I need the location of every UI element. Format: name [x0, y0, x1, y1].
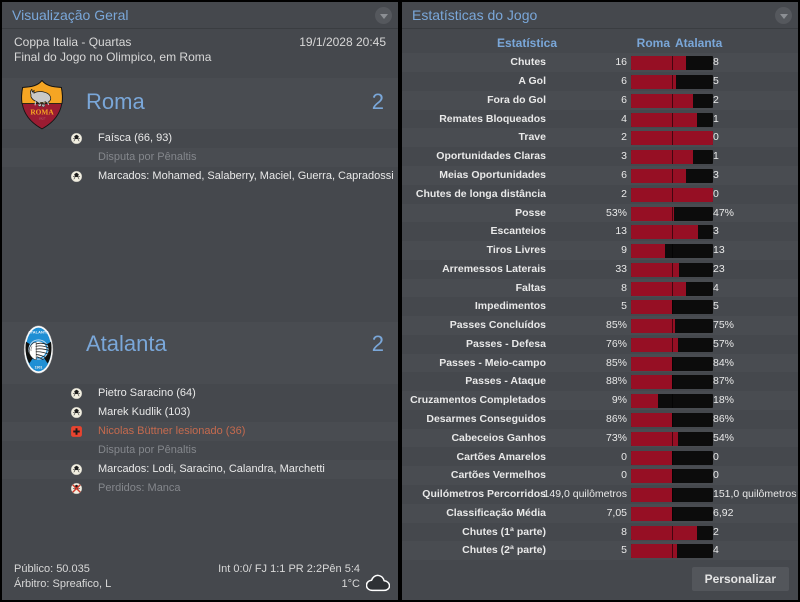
svg-text:ROMA: ROMA	[30, 108, 54, 117]
svg-text:1901: 1901	[35, 366, 43, 370]
svg-text:1927: 1927	[39, 117, 46, 121]
svg-text:ATALANTA: ATALANTA	[28, 330, 49, 335]
